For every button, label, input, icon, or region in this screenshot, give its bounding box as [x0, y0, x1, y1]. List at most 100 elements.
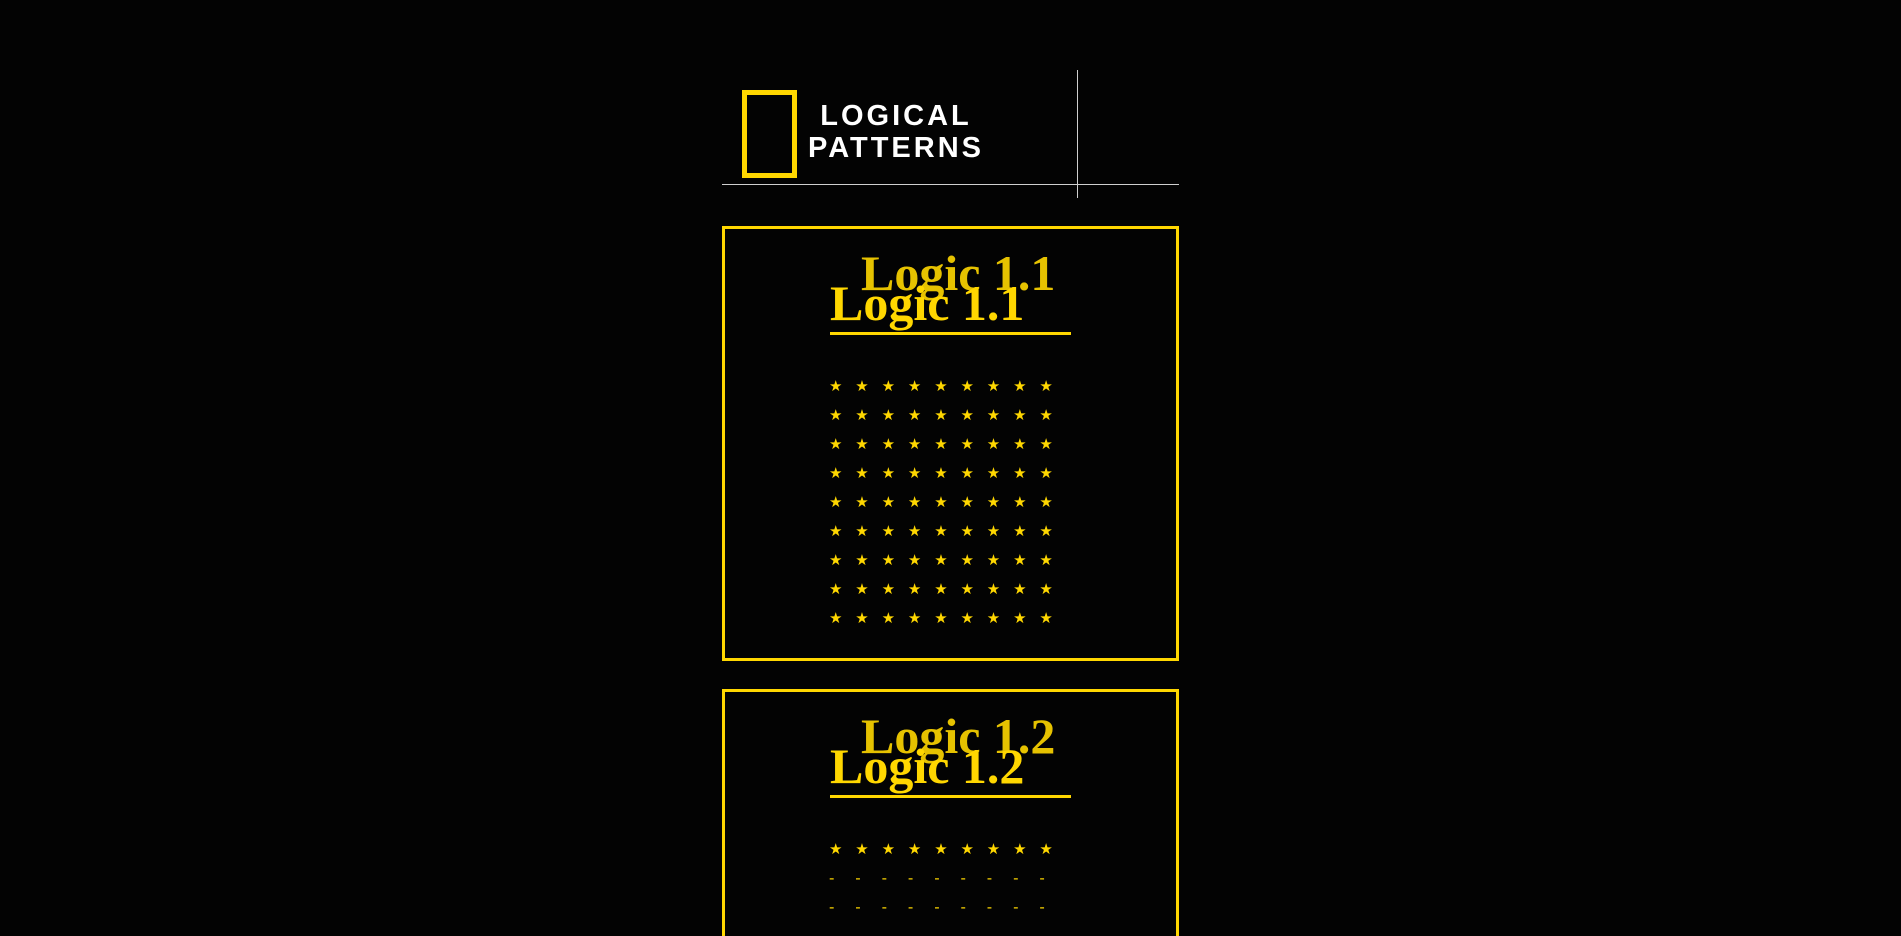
star-icon: ★: [881, 377, 896, 395]
pattern-row: ★ ★ ★ ★ ★ ★ ★ ★ ★: [829, 517, 1066, 546]
star-icon: ★: [1013, 580, 1027, 598]
star-icon: ★: [855, 406, 869, 424]
star-icon: ★: [986, 435, 1001, 453]
brand-title[interactable]: LOGICAL PATTERNS: [806, 100, 986, 164]
star-icon: ★: [1013, 406, 1027, 424]
star-icon: ★: [829, 493, 843, 511]
pattern-row: ---------: [829, 864, 1066, 893]
dash-symbol: -: [1013, 927, 1019, 936]
dash-symbol: -: [907, 898, 914, 916]
star-icon: ★: [1013, 464, 1027, 482]
star-icon: ★: [829, 522, 843, 540]
pattern-row: ★ ★ ★ ★ ★ ★ ★ ★ ★: [829, 575, 1066, 604]
star-icon: ★: [1013, 377, 1027, 395]
dash-symbol: -: [829, 927, 835, 936]
star-icon: ★: [881, 406, 896, 424]
star-icon: ★: [907, 609, 922, 627]
header-divider-horizontal: [722, 184, 1179, 185]
star-icon: ★: [960, 406, 974, 424]
star-icon: ★: [934, 464, 948, 482]
star-icon: ★: [934, 580, 948, 598]
star-icon: ★: [1039, 377, 1053, 395]
pattern-card-1: Logic 1.1 Logic 1.1 ★ ★ ★ ★ ★ ★ ★ ★ ★ ★ ★ ★ ★ ★ ★ ★ ★ ★ ★ ★…: [722, 226, 1179, 661]
brand-line-2: PATTERNS: [808, 132, 984, 164]
pattern-card-2: Logic 1.2 Logic 1.2 ★ ★ ★ ★ ★ ★ ★ ★ ★ - - - - - - - - - - -…: [722, 689, 1179, 936]
dash-symbol: -: [986, 898, 993, 916]
dash-symbol: -: [881, 898, 888, 916]
star-icon: ★: [934, 493, 948, 511]
star-icon: ★: [934, 406, 948, 424]
dash-symbol: -: [907, 927, 914, 936]
card-title-shadow: Logic 1.2: [861, 708, 1056, 764]
pattern-row: ★ ★ ★ ★ ★ ★ ★ ★ ★: [829, 546, 1066, 575]
dash-symbol: -: [960, 898, 966, 916]
star-icon: ★: [855, 493, 869, 511]
star-icon: ★: [881, 522, 896, 540]
star-icon: ★: [881, 840, 896, 858]
star-icon: ★: [960, 435, 974, 453]
dash-symbol: -: [881, 869, 888, 887]
dash-symbol: -: [1039, 898, 1045, 916]
star-icon: ★: [829, 580, 843, 598]
star-icon: ★: [1039, 551, 1053, 569]
card-title: Logic 1.2: [830, 738, 1071, 798]
pattern-grid: ★ ★ ★ ★ ★ ★ ★ ★ ★ - - - - - - - - - - - - - - - - - - - - - - - - - - -: [829, 835, 1066, 936]
brand-line-1: LOGICAL: [820, 100, 972, 132]
star-icon: ★: [1013, 840, 1027, 858]
pattern-row: ★ ★ ★ ★ ★ ★ ★ ★ ★: [829, 372, 1066, 401]
star-icon: ★: [907, 580, 922, 598]
dash-symbol: -: [986, 927, 993, 936]
star-icon: ★: [881, 580, 896, 598]
dash-symbol: -: [934, 927, 940, 936]
star-icon: ★: [855, 580, 869, 598]
star-icon: ★: [1013, 609, 1027, 627]
star-icon: ★: [986, 406, 1001, 424]
pattern-row: ---------: [829, 893, 1066, 922]
dash-symbol: -: [1013, 869, 1019, 887]
star-icon: ★: [907, 435, 922, 453]
dash-symbol: -: [881, 927, 888, 936]
star-icon: ★: [829, 609, 843, 627]
star-icon: ★: [986, 609, 1001, 627]
dash-symbol: -: [855, 898, 861, 916]
dash-symbol: -: [855, 927, 861, 936]
star-icon: ★: [1039, 406, 1053, 424]
star-icon: ★: [986, 580, 1001, 598]
pattern-row: ★ ★ ★ ★ ★ ★ ★ ★ ★: [829, 401, 1066, 430]
star-icon: ★: [829, 551, 843, 569]
star-icon: ★: [960, 551, 974, 569]
star-icon: ★: [829, 377, 843, 395]
star-icon: ★: [855, 377, 869, 395]
dash-symbol: -: [934, 869, 940, 887]
star-icon: ★: [1039, 840, 1053, 858]
star-icon: ★: [907, 377, 922, 395]
star-icon: ★: [855, 840, 869, 858]
star-icon: ★: [829, 435, 843, 453]
star-icon: ★: [907, 840, 922, 858]
star-icon: ★: [986, 551, 1001, 569]
star-icon: ★: [1039, 464, 1053, 482]
card-title-shadow: Logic 1.1: [861, 245, 1056, 301]
star-icon: ★: [960, 580, 974, 598]
star-icon: ★: [829, 840, 843, 858]
star-icon: ★: [960, 464, 974, 482]
star-icon: ★: [934, 551, 948, 569]
star-icon: ★: [829, 464, 843, 482]
star-icon: ★: [934, 377, 948, 395]
star-icon: ★: [934, 435, 948, 453]
star-icon: ★: [986, 522, 1001, 540]
star-icon: ★: [1013, 522, 1027, 540]
pattern-row: ★ ★ ★ ★ ★ ★ ★ ★ ★: [829, 459, 1066, 488]
star-icon: ★: [1039, 435, 1053, 453]
star-icon: ★: [907, 406, 922, 424]
star-icon: ★: [1039, 493, 1053, 511]
dash-symbol: -: [1039, 869, 1045, 887]
star-icon: ★: [907, 464, 922, 482]
dash-symbol: -: [1039, 927, 1045, 936]
pattern-grid: ★ ★ ★ ★ ★ ★ ★ ★ ★ ★ ★ ★ ★ ★ ★ ★ ★ ★ ★ ★ ★ ★ ★ ★ ★ ★ ★ ★ ★ ★ ★ ★ ★ ★ ★ ★ ★ ★ ★ ★…: [829, 372, 1066, 633]
star-icon: ★: [986, 464, 1001, 482]
logo-icon[interactable]: [742, 90, 797, 178]
dash-symbol: -: [907, 869, 914, 887]
dash-symbol: -: [960, 869, 966, 887]
